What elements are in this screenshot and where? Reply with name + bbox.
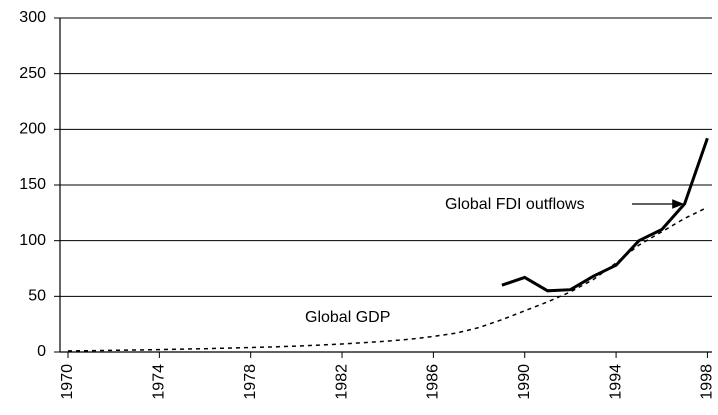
line-series <box>501 137 709 293</box>
fdi-label: Global FDI outflows <box>445 196 585 213</box>
gdp-label: Global GDP <box>305 309 390 326</box>
x-tick-label: 1970 <box>59 364 76 400</box>
x-tick-label: 1978 <box>242 364 259 400</box>
x-tick-label: 1974 <box>151 364 168 400</box>
y-tick-label: 100 <box>19 232 46 249</box>
x-tick-label: 1990 <box>516 364 533 400</box>
y-tick-label: 50 <box>28 288 46 305</box>
y-tick-label: 250 <box>19 65 46 82</box>
x-tick-label: 1982 <box>333 364 350 400</box>
line-series <box>67 206 708 352</box>
y-tick-label: 200 <box>19 121 46 138</box>
x-tick-label: 1994 <box>607 364 624 400</box>
y-tick-label: 150 <box>19 176 46 193</box>
x-tick-label: 1986 <box>425 364 442 400</box>
x-tick-label: 1998 <box>699 364 716 400</box>
y-tick-label: 0 <box>37 343 46 360</box>
y-tick-label: 300 <box>19 9 46 26</box>
